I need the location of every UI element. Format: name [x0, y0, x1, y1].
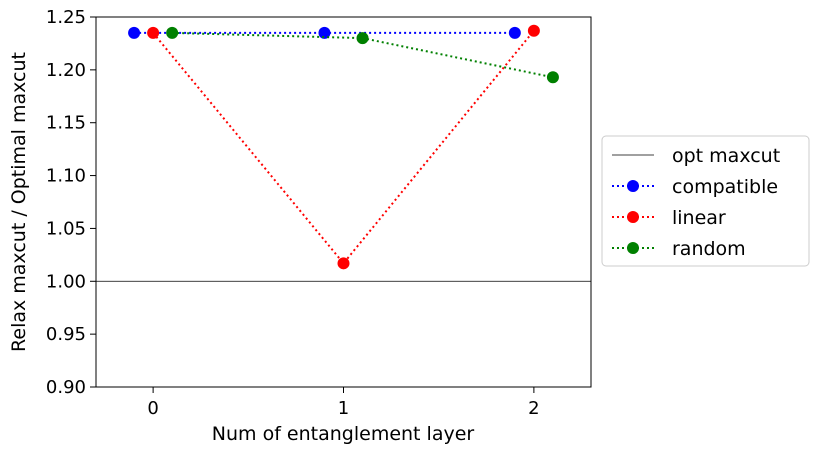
data-point-linear [527, 24, 540, 37]
legend-label-opt-maxcut: opt maxcut [672, 145, 780, 167]
plot-area [96, 24, 591, 282]
legend-label-random: random [672, 238, 746, 260]
data-point-random [166, 26, 179, 39]
data-point-compatible [508, 26, 521, 39]
data-point-compatible [128, 26, 141, 39]
legend-frame [601, 135, 810, 267]
y-tick-label: 0.90 [46, 377, 86, 398]
series-line-linear [152, 30, 535, 265]
legend-label-compatible: compatible [672, 176, 778, 198]
plot-frame [95, 16, 592, 388]
x-axis: 0 1 2 [147, 387, 540, 419]
data-point-linear [147, 26, 160, 39]
y-tick-label: 1.20 [46, 60, 86, 81]
y-tick-label: 1.15 [46, 113, 86, 134]
data-point-random [356, 32, 369, 45]
x-tick-label: 0 [147, 398, 158, 419]
y-tick-label: 1.10 [46, 166, 86, 187]
legend-marker-compatible [627, 180, 639, 192]
y-axis: 0.90 0.95 1.00 1.05 1.10 1.15 1.20 1.25 [46, 7, 96, 398]
legend-marker-random [627, 242, 639, 254]
x-axis-label: Num of entanglement layer [212, 423, 475, 445]
y-axis-label: Relax maxcut / Optimal maxcut [8, 52, 30, 352]
y-tick-label: 1.25 [46, 7, 86, 28]
data-point-linear [337, 257, 350, 270]
y-tick-label: 1.05 [46, 218, 86, 239]
y-tick-label: 1.00 [46, 271, 86, 292]
x-tick-label: 2 [528, 398, 539, 419]
legend: opt maxcut compatible linear random [601, 135, 810, 267]
x-tick-label: 1 [338, 398, 349, 419]
legend-marker-linear [627, 211, 639, 223]
legend-label-linear: linear [672, 207, 726, 229]
y-tick-label: 0.95 [46, 324, 86, 345]
data-point-random [546, 71, 559, 84]
data-point-compatible [318, 26, 331, 39]
